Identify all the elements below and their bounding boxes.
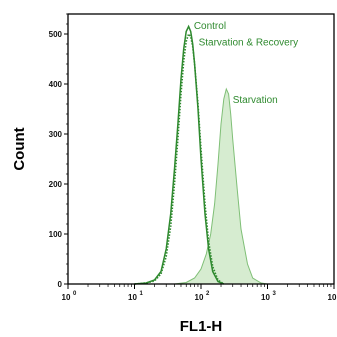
series-starvation-line — [174, 87, 268, 285]
x-tick-exponent: 0 — [73, 291, 77, 297]
annotation-starvation-recovery: Starvation & Recovery — [199, 38, 299, 49]
y-tick-label: 100 — [49, 230, 63, 239]
series-control-line — [134, 24, 225, 285]
y-tick-label: 300 — [49, 130, 63, 139]
axes: 0100200300400500100101102103104 — [49, 13, 337, 302]
y-tick-label: 500 — [49, 30, 63, 39]
plot-area: Control Starvation & Recovery Starvation — [134, 21, 299, 285]
annotation-starvation: Starvation — [233, 95, 278, 106]
y-tick-label: 200 — [49, 180, 63, 189]
x-tick-label: 10 — [62, 293, 71, 302]
x-tick-label: 10 — [261, 293, 270, 302]
x-tick-exponent: 2 — [206, 291, 210, 297]
x-tick-exponent: 3 — [273, 291, 277, 297]
x-tick-label: 10 — [328, 293, 337, 302]
annotation-control: Control — [194, 21, 226, 32]
series-starvation-area — [174, 89, 268, 284]
y-tick-label: 400 — [49, 80, 63, 89]
x-axis-title: FL1-H — [180, 318, 223, 335]
y-axis-title: Count — [11, 127, 28, 170]
x-tick-label: 10 — [195, 293, 204, 302]
series-starvation-recovery-line — [134, 32, 225, 285]
x-tick-exponent: 1 — [140, 291, 144, 297]
x-tick-label: 10 — [128, 293, 137, 302]
y-tick-label: 0 — [58, 280, 63, 289]
